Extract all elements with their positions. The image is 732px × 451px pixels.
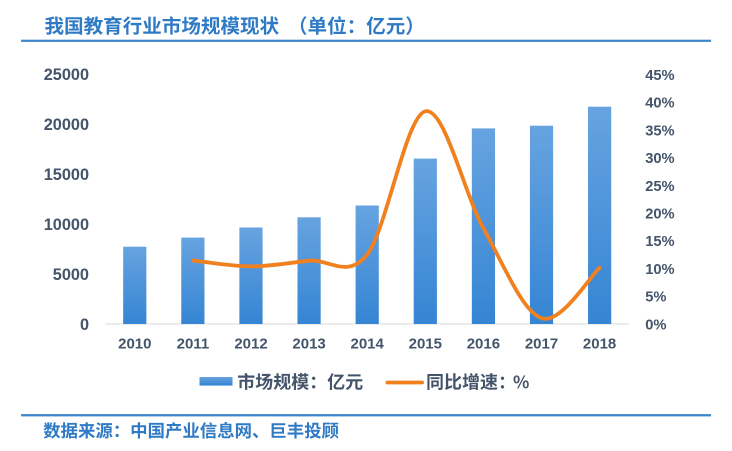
svg-text:2018: 2018 bbox=[583, 335, 616, 352]
svg-text:35%: 35% bbox=[645, 123, 674, 139]
svg-text:45%: 45% bbox=[645, 68, 674, 84]
svg-text:2016: 2016 bbox=[467, 335, 500, 352]
svg-text:2011: 2011 bbox=[177, 335, 210, 352]
svg-text:20000: 20000 bbox=[44, 116, 89, 134]
svg-text:15000: 15000 bbox=[44, 166, 89, 184]
svg-text:10%: 10% bbox=[645, 262, 674, 278]
svg-text:2013: 2013 bbox=[292, 335, 325, 352]
svg-text:2017: 2017 bbox=[525, 335, 558, 352]
svg-text:5000: 5000 bbox=[53, 266, 89, 284]
svg-text:20%: 20% bbox=[645, 207, 674, 223]
svg-text:2012: 2012 bbox=[234, 335, 267, 352]
svg-text:2014: 2014 bbox=[351, 335, 385, 352]
svg-text:25000: 25000 bbox=[44, 66, 89, 84]
svg-text:15%: 15% bbox=[645, 234, 674, 250]
svg-text:40%: 40% bbox=[645, 96, 674, 112]
svg-text:0%: 0% bbox=[645, 317, 666, 333]
svg-text:0: 0 bbox=[80, 316, 89, 334]
svg-text:10000: 10000 bbox=[44, 216, 89, 234]
svg-text:30%: 30% bbox=[645, 151, 674, 167]
svg-text:2010: 2010 bbox=[118, 335, 151, 352]
svg-text:25%: 25% bbox=[645, 179, 674, 195]
svg-text:5%: 5% bbox=[645, 290, 666, 306]
svg-text:2015: 2015 bbox=[409, 335, 442, 352]
